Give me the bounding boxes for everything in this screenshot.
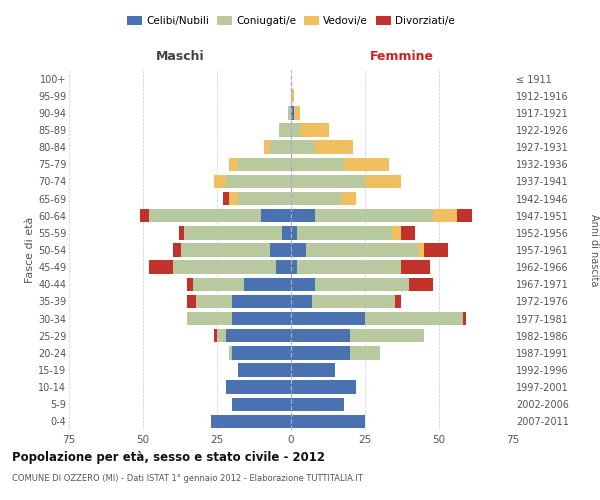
Bar: [392, 226, 401, 239]
Bar: [282, 226, 291, 239]
Bar: [314, 278, 409, 291]
Bar: [288, 106, 291, 120]
Bar: [276, 260, 291, 274]
Bar: [294, 106, 300, 120]
Bar: [350, 346, 380, 360]
Text: Popolazione per età, sesso e stato civile - 2012: Popolazione per età, sesso e stato civil…: [12, 451, 325, 464]
Bar: [365, 174, 401, 188]
Bar: [181, 244, 270, 256]
Bar: [341, 192, 356, 205]
Bar: [223, 192, 229, 205]
Bar: [149, 209, 262, 222]
Bar: [291, 209, 314, 222]
Bar: [196, 294, 232, 308]
Bar: [291, 140, 314, 154]
Bar: [226, 174, 291, 188]
Bar: [140, 209, 149, 222]
Bar: [187, 278, 193, 291]
Bar: [226, 329, 291, 342]
Bar: [418, 244, 424, 256]
Bar: [214, 174, 226, 188]
Bar: [291, 294, 312, 308]
Text: Maschi: Maschi: [155, 50, 205, 63]
Bar: [291, 106, 294, 120]
Bar: [232, 312, 291, 326]
Bar: [232, 398, 291, 411]
Bar: [232, 294, 291, 308]
Bar: [350, 329, 424, 342]
Bar: [226, 380, 291, 394]
Bar: [238, 158, 291, 171]
Bar: [314, 140, 353, 154]
Bar: [291, 124, 300, 136]
Bar: [265, 140, 270, 154]
Bar: [173, 260, 276, 274]
Bar: [291, 346, 350, 360]
Text: Anni di nascita: Anni di nascita: [589, 214, 599, 286]
Bar: [187, 294, 196, 308]
Bar: [291, 158, 344, 171]
Bar: [401, 260, 430, 274]
Bar: [270, 244, 291, 256]
Bar: [229, 192, 238, 205]
Bar: [433, 209, 457, 222]
Bar: [270, 140, 291, 154]
Bar: [179, 226, 184, 239]
Bar: [314, 209, 433, 222]
Bar: [238, 364, 291, 376]
Bar: [291, 226, 297, 239]
Bar: [238, 192, 291, 205]
Bar: [291, 329, 350, 342]
Bar: [211, 414, 291, 428]
Bar: [401, 226, 415, 239]
Bar: [217, 329, 226, 342]
Bar: [291, 278, 314, 291]
Legend: Celibi/Nubili, Coniugati/e, Vedovi/e, Divorziati/e: Celibi/Nubili, Coniugati/e, Vedovi/e, Di…: [123, 12, 459, 30]
Bar: [229, 346, 232, 360]
Bar: [291, 260, 297, 274]
Bar: [291, 398, 344, 411]
Y-axis label: Fasce di età: Fasce di età: [25, 217, 35, 283]
Bar: [187, 312, 232, 326]
Bar: [297, 226, 392, 239]
Bar: [291, 174, 365, 188]
Bar: [291, 192, 341, 205]
Bar: [395, 294, 401, 308]
Bar: [306, 244, 418, 256]
Bar: [291, 414, 365, 428]
Bar: [297, 260, 401, 274]
Bar: [229, 158, 238, 171]
Bar: [184, 226, 282, 239]
Bar: [262, 209, 291, 222]
Bar: [193, 278, 244, 291]
Bar: [424, 244, 448, 256]
Bar: [409, 278, 433, 291]
Text: Femmine: Femmine: [370, 50, 434, 63]
Bar: [365, 312, 463, 326]
Bar: [244, 278, 291, 291]
Bar: [291, 380, 356, 394]
Bar: [291, 364, 335, 376]
Bar: [463, 312, 466, 326]
Bar: [214, 329, 217, 342]
Bar: [291, 244, 306, 256]
Bar: [291, 312, 365, 326]
Bar: [279, 124, 291, 136]
Bar: [312, 294, 395, 308]
Bar: [173, 244, 181, 256]
Bar: [232, 346, 291, 360]
Bar: [344, 158, 389, 171]
Bar: [291, 89, 294, 102]
Bar: [149, 260, 173, 274]
Bar: [457, 209, 472, 222]
Text: COMUNE DI OZZERO (MI) - Dati ISTAT 1° gennaio 2012 - Elaborazione TUTTITALIA.IT: COMUNE DI OZZERO (MI) - Dati ISTAT 1° ge…: [12, 474, 363, 483]
Bar: [300, 124, 329, 136]
